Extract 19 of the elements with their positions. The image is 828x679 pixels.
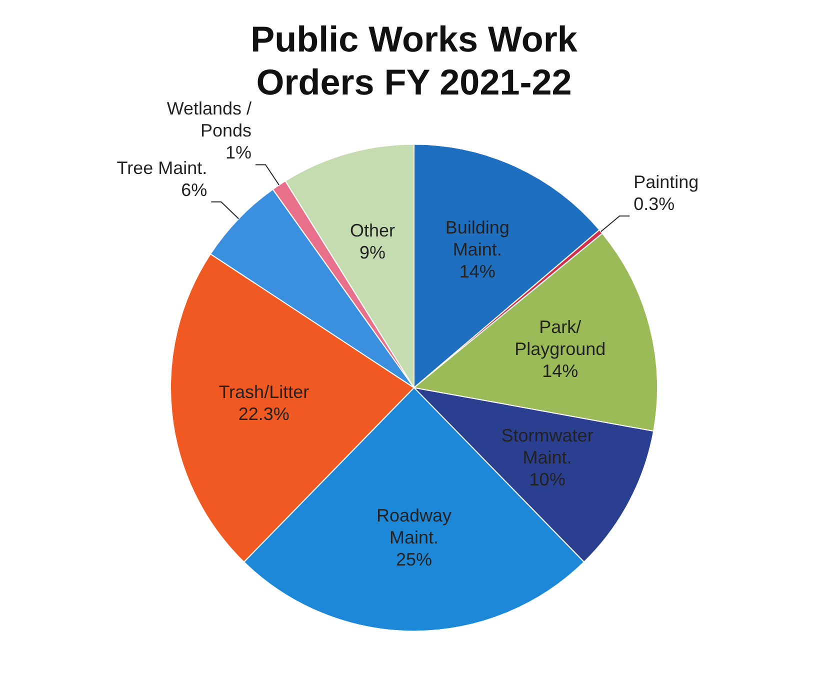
data-label: 9% bbox=[360, 242, 386, 263]
data-label: 0.3% bbox=[634, 194, 675, 214]
chart-title: Public Works Work Orders FY 2021-22 bbox=[250, 18, 578, 103]
slice-label: Other bbox=[350, 220, 396, 241]
data-label: 1% bbox=[226, 142, 252, 163]
slice-label: Wetlands / Ponds bbox=[166, 98, 252, 141]
slice-label: Trash/Litter bbox=[218, 382, 310, 402]
data-label: 22.3% bbox=[238, 404, 290, 424]
slice-label: Stormwater Maint. bbox=[501, 426, 594, 468]
data-label: 14% bbox=[459, 262, 496, 282]
slice-label: Roadway Maint. bbox=[376, 506, 452, 548]
data-label: 25% bbox=[396, 550, 432, 570]
data-label: 14% bbox=[542, 360, 578, 381]
slice-label: Tree Maint. bbox=[116, 158, 208, 178]
slice-label: Park/Playground bbox=[514, 316, 606, 359]
slice-label: Painting bbox=[634, 172, 699, 192]
data-label: 10% bbox=[529, 470, 566, 490]
data-label: 6% bbox=[181, 180, 208, 200]
slice-label: Building Maint. bbox=[445, 218, 510, 260]
